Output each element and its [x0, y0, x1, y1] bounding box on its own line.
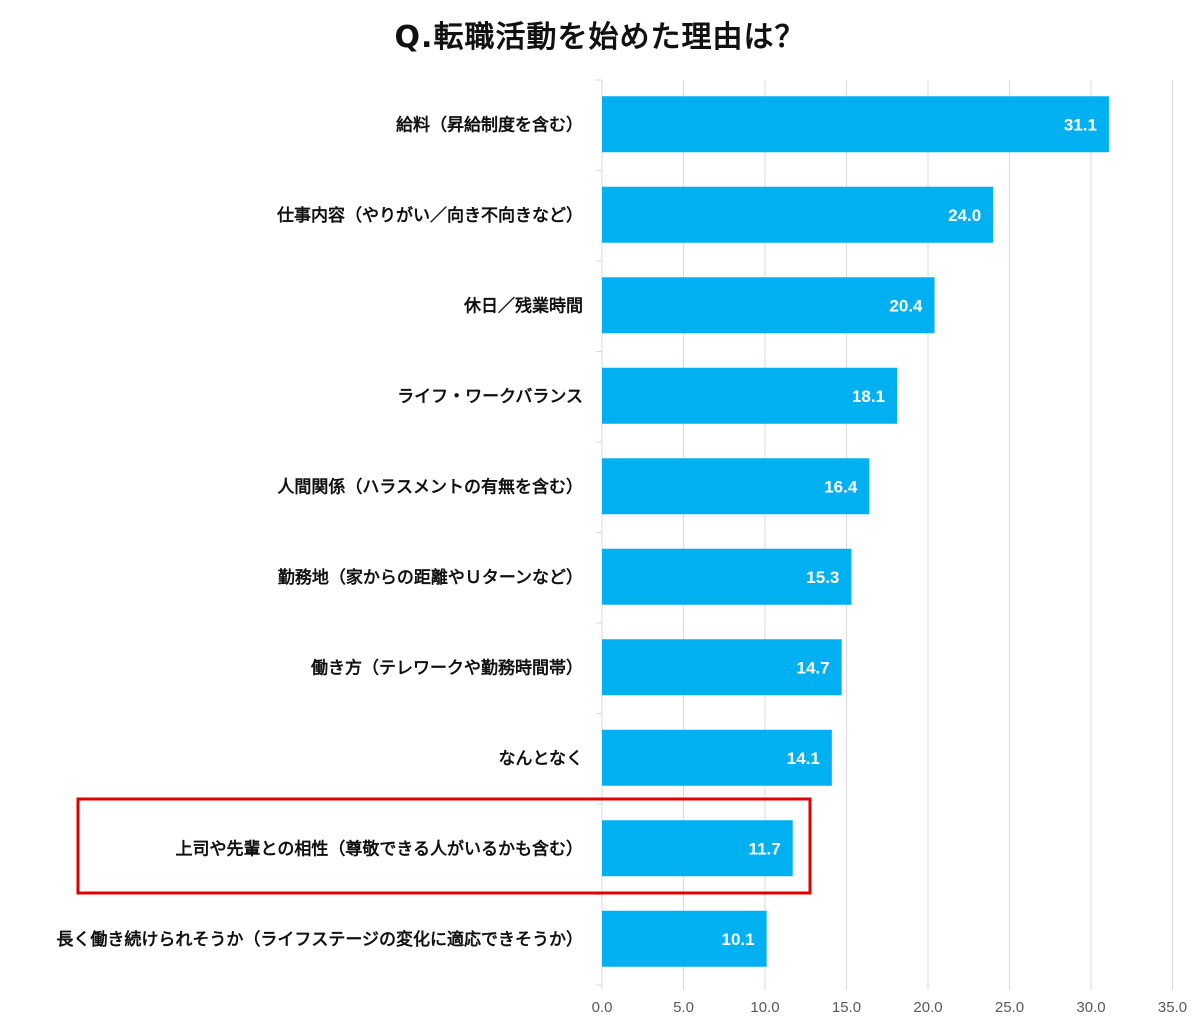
bar — [602, 367, 898, 424]
x-tick-label: 20.0 — [913, 999, 942, 1016]
x-tick-label: 30.0 — [1076, 999, 1105, 1016]
data-label: 24.0 — [948, 206, 981, 225]
category-label: 長く働き続けられそうか（ライフステージの変化に適応できそうか） — [56, 929, 583, 950]
x-tick-label: 35.0 — [1158, 999, 1187, 1016]
bar — [602, 186, 994, 243]
data-label: 31.1 — [1064, 115, 1097, 134]
data-label: 18.1 — [852, 387, 885, 406]
x-tick-label: 5.0 — [673, 999, 694, 1016]
data-label: 11.7 — [749, 839, 781, 858]
bar — [602, 458, 870, 515]
bar — [602, 548, 852, 605]
x-tick-label: 25.0 — [995, 999, 1024, 1016]
data-label: 16.4 — [824, 477, 858, 496]
bar — [602, 96, 1109, 153]
category-label: ライフ・ワークバランス — [397, 387, 583, 407]
data-label: 10.1 — [722, 930, 755, 949]
category-label: 休日／残業時間 — [463, 295, 583, 316]
category-label: 勤務地（家からの距離やＵターンなど） — [278, 567, 583, 588]
category-label: 働き方（テレワークや勤務時間帯） — [310, 657, 583, 678]
highlight-box — [76, 797, 812, 895]
bar — [602, 910, 767, 967]
x-tick-label: 10.0 — [750, 999, 779, 1016]
category-label: 仕事内容（やりがい／向き不向きなど） — [276, 205, 583, 226]
data-label: 14.7 — [797, 658, 830, 677]
x-tick-label: 15.0 — [832, 999, 861, 1016]
data-label: 14.1 — [787, 749, 820, 768]
chart-title: Q.転職活動を始めた理由は？ — [394, 20, 806, 55]
data-label: 15.3 — [806, 568, 839, 587]
bar — [602, 820, 793, 877]
bar — [602, 729, 832, 786]
category-label: 給料（昇給制度を含む） — [396, 114, 583, 135]
bar — [602, 277, 935, 334]
bar — [602, 639, 842, 696]
category-label: 上司や先輩との相性（尊敬できる人がいるかも含む） — [176, 838, 584, 859]
x-tick-label: 0.0 — [592, 999, 613, 1016]
data-label: 20.4 — [889, 296, 923, 315]
category-label: なんとなく — [499, 749, 584, 769]
category-label: 人間関係（ハラスメントの有無を含む） — [277, 476, 583, 497]
